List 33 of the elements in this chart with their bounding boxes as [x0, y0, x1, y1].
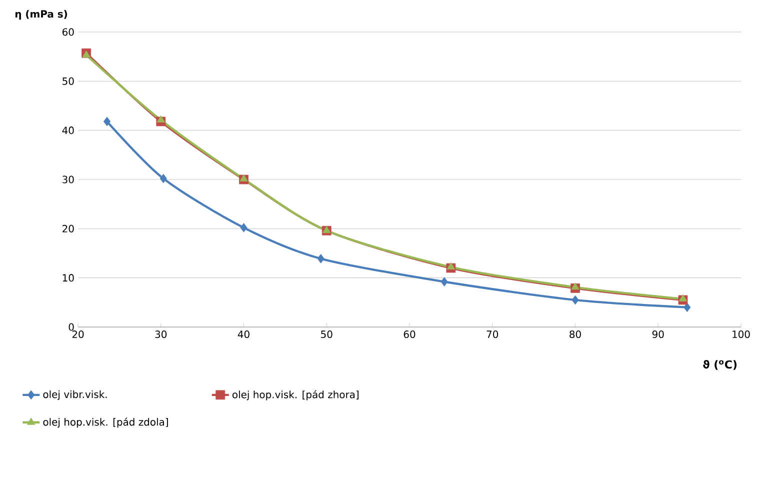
legend-label: olej hop.visk. [pád zdola]: [43, 418, 168, 428]
point: [572, 295, 579, 305]
point: [571, 282, 580, 290]
x-tick-label: 70: [486, 330, 498, 338]
x-tick-label: 30: [155, 330, 167, 338]
point: [240, 223, 248, 232]
x-axis-title: ϑ ($^{o}$C): [703, 360, 737, 370]
y-axis-title: η (mPa s): [15, 10, 67, 20]
y-tick-label: 50: [62, 77, 74, 85]
legend-label: olej hop.visk. [pád zhora]: [232, 390, 358, 400]
point: [678, 294, 688, 302]
x-tick-label: 80: [570, 330, 581, 338]
x-tick-label: 90: [652, 330, 664, 338]
y-tick-label: 30: [62, 176, 74, 184]
y-tick-label: 10: [62, 274, 74, 282]
y-tick-label: 20: [62, 224, 74, 232]
point: [103, 116, 111, 126]
x-tick-label: 40: [238, 330, 250, 338]
point: [240, 174, 248, 182]
point: [446, 262, 456, 270]
point: [160, 174, 167, 184]
x-tick-label: 60: [404, 330, 416, 338]
x-tick-label: 100: [732, 330, 750, 338]
legend-label: olej vibr.visk.: [43, 390, 107, 400]
y-tick-label: 40: [62, 126, 74, 134]
point: [317, 254, 324, 264]
x-tick-label: 20: [72, 330, 84, 338]
point: [684, 302, 691, 312]
x-tick-label: 50: [321, 330, 332, 338]
point: [440, 277, 448, 286]
y-tick-label: 0: [68, 323, 74, 331]
y-tick-label: 60: [62, 28, 74, 36]
point: [156, 115, 165, 122]
